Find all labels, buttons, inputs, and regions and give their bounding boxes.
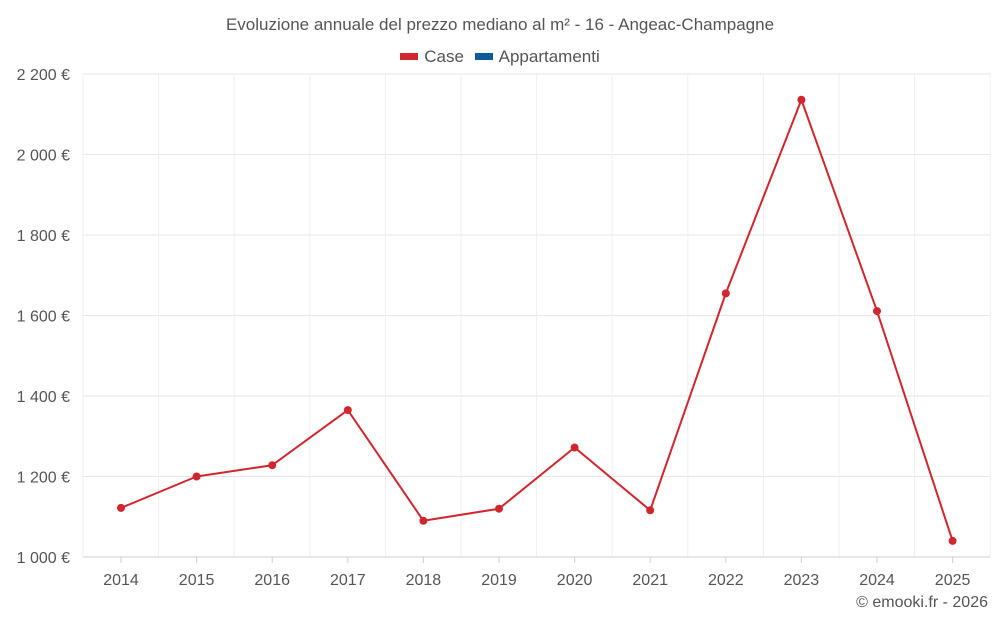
series bbox=[117, 95, 957, 545]
x-tick-label: 2023 bbox=[784, 572, 820, 589]
y-tick-label: 2 000 € bbox=[17, 148, 70, 165]
x-tick-label: 2020 bbox=[557, 572, 593, 589]
chart-title: Evoluzione annuale del prezzo mediano al… bbox=[225, 15, 775, 34]
data-point[interactable] bbox=[343, 406, 352, 415]
x-tick-label: 2019 bbox=[481, 572, 517, 589]
axes: 1 000 € 1 200 € 1 400 € 1 600 € 1 800 € 2 000… bbox=[17, 67, 990, 589]
data-point[interactable] bbox=[117, 503, 125, 512]
data-point[interactable] bbox=[948, 536, 957, 545]
legend: Case Appartamenti bbox=[0, 45, 1000, 67]
grid bbox=[82, 73, 991, 558]
y-tick-label: 2 200 € bbox=[17, 67, 70, 84]
data-point[interactable] bbox=[721, 289, 730, 298]
data-point[interactable] bbox=[495, 504, 503, 513]
series-line-case bbox=[120, 98, 954, 542]
x-tick-label: 2021 bbox=[632, 572, 668, 589]
x-tick-label: 2024 bbox=[859, 572, 895, 589]
data-point[interactable] bbox=[873, 307, 881, 316]
x-tick-label: 2018 bbox=[406, 572, 442, 589]
x-tick-label: 2015 bbox=[179, 572, 215, 589]
x-tick-label: 2025 bbox=[935, 572, 971, 589]
y-tick-label: 1 600 € bbox=[17, 309, 70, 326]
legend-label-appartamenti: Appartamenti bbox=[498, 46, 600, 66]
legend-swatch-case bbox=[400, 53, 419, 60]
data-point[interactable] bbox=[192, 472, 201, 481]
y-tick-label: 1 800 € bbox=[17, 228, 70, 245]
x-tick-label: 2014 bbox=[103, 572, 139, 589]
y-tick-label: 1 000 € bbox=[17, 550, 70, 567]
legend-swatch-appartamenti bbox=[474, 53, 493, 60]
y-tick-label: 1 400 € bbox=[17, 389, 70, 406]
legend-label-case: Case bbox=[424, 46, 464, 66]
x-tick-label: 2017 bbox=[330, 572, 366, 589]
y-tick-label: 1 200 € bbox=[17, 470, 70, 487]
credit-text: © emooki.fr - 2026 bbox=[856, 594, 988, 611]
data-point[interactable] bbox=[268, 461, 277, 470]
data-point[interactable] bbox=[570, 443, 579, 452]
legend-item-appartamenti[interactable]: Appartamenti bbox=[474, 46, 600, 67]
legend-item-case[interactable]: Case bbox=[400, 47, 464, 67]
data-point[interactable] bbox=[797, 95, 806, 104]
x-tick-label: 2016 bbox=[254, 572, 290, 589]
x-tick-label: 2022 bbox=[708, 572, 744, 589]
data-point[interactable] bbox=[646, 506, 655, 515]
data-point[interactable] bbox=[419, 516, 428, 525]
